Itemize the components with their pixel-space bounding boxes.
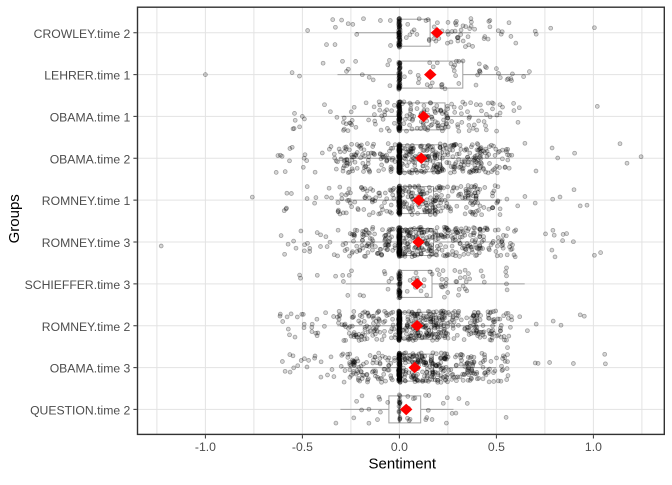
svg-text:ROMNEY.time 2: ROMNEY.time 2 <box>42 320 131 334</box>
svg-text:Sentiment: Sentiment <box>369 456 437 473</box>
svg-text:Groups: Groups <box>6 194 23 243</box>
svg-text:OBAMA.time 2: OBAMA.time 2 <box>50 152 131 166</box>
svg-text:ROMNEY.time 3: ROMNEY.time 3 <box>42 236 131 250</box>
svg-text:OBAMA.time 1: OBAMA.time 1 <box>50 111 131 125</box>
svg-text:CROWLEY.time 2: CROWLEY.time 2 <box>34 27 131 41</box>
svg-text:QUESTION.time 2: QUESTION.time 2 <box>30 404 130 418</box>
svg-text:0.5: 0.5 <box>488 440 505 454</box>
svg-text:1.0: 1.0 <box>585 440 602 454</box>
svg-text:LEHRER.time 1: LEHRER.time 1 <box>44 69 130 83</box>
svg-text:-0.5: -0.5 <box>292 440 313 454</box>
svg-text:OBAMA.time 3: OBAMA.time 3 <box>50 362 131 376</box>
svg-text:ROMNEY.time 1: ROMNEY.time 1 <box>42 194 131 208</box>
svg-text:SCHIEFFER.time 3: SCHIEFFER.time 3 <box>25 278 131 292</box>
svg-text:-1.0: -1.0 <box>195 440 216 454</box>
svg-text:0.0: 0.0 <box>391 440 408 454</box>
